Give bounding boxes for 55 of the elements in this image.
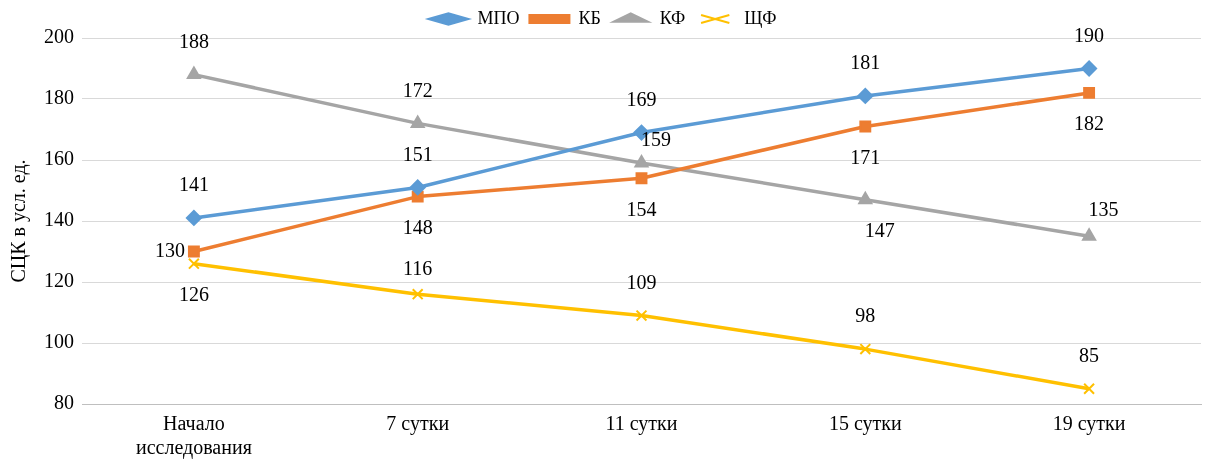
point	[1082, 228, 1097, 241]
y-axis-title: СЦК в усл. ед.	[7, 159, 31, 283]
point	[186, 66, 201, 80]
point	[411, 288, 424, 301]
data-label: 159	[640, 127, 671, 150]
data-label: 154	[626, 197, 657, 220]
data-label: 147	[864, 218, 895, 241]
y-tick-label: 160	[44, 147, 74, 170]
point	[858, 191, 873, 205]
data-label: 135	[1088, 197, 1119, 220]
data-label: 171	[850, 145, 881, 168]
x-tick-label: Начало исследования	[135, 412, 252, 460]
point	[1083, 382, 1096, 395]
data-label: 130	[154, 238, 185, 261]
legend-label: КФ	[659, 7, 686, 28]
point	[187, 245, 200, 258]
data-label: 182	[1074, 112, 1105, 135]
point	[859, 120, 872, 133]
legend-label: ЩФ	[744, 7, 777, 28]
y-tick-label: 80	[54, 391, 74, 414]
data-label: 141	[178, 173, 209, 196]
y-tick-label: 200	[44, 25, 74, 48]
x-tick-label: 15 сутки	[828, 412, 902, 436]
data-label: 181	[850, 51, 881, 74]
data-label: 109	[626, 270, 657, 293]
y-tick-label: 100	[44, 330, 74, 353]
legend-label: МПО	[477, 7, 520, 28]
y-tick-label: 120	[44, 269, 74, 292]
x-tick-label: 7 сутки	[386, 412, 450, 436]
data-label: 169	[626, 87, 657, 110]
x-tick-label: 19 сутки	[1052, 412, 1126, 436]
point	[187, 257, 200, 270]
data-label: 126	[178, 282, 209, 305]
point	[635, 172, 648, 185]
point	[635, 309, 648, 322]
point	[185, 209, 202, 226]
point	[634, 155, 649, 168]
point	[859, 343, 872, 356]
data-label: 151	[402, 142, 433, 165]
y-tick-label: 140	[44, 208, 74, 231]
point	[410, 115, 425, 128]
data-label: 190	[1074, 23, 1105, 46]
point	[1081, 60, 1098, 77]
data-label: 98	[855, 304, 876, 327]
data-label: 188	[178, 29, 209, 52]
point	[1083, 86, 1096, 99]
point	[409, 179, 426, 196]
data-label: 148	[402, 215, 433, 238]
legend-label: КБ	[578, 7, 601, 28]
data-label: 172	[402, 78, 433, 101]
data-label: 85	[1079, 344, 1100, 366]
data-label: 116	[403, 257, 433, 280]
point	[857, 87, 874, 104]
y-tick-label: 180	[44, 86, 74, 109]
x-tick-label: 11 сутки	[605, 412, 678, 436]
